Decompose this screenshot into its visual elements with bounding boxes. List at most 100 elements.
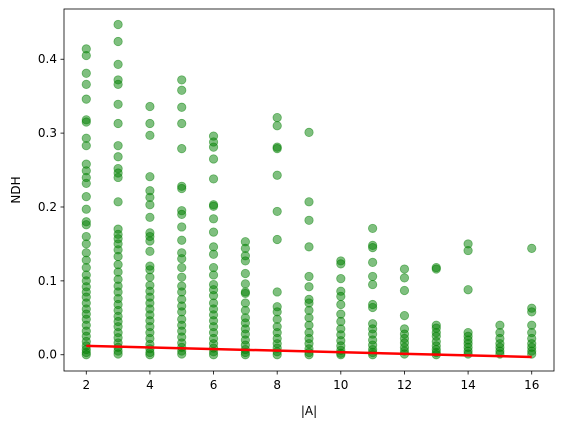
data-point xyxy=(463,245,473,256)
x-tick-label: 4 xyxy=(146,378,154,392)
data-point xyxy=(177,75,187,85)
data-point xyxy=(304,271,314,282)
data-point xyxy=(81,192,91,202)
y-tick-label: 0.3 xyxy=(38,126,57,140)
data-point xyxy=(81,141,91,151)
data-point xyxy=(177,254,187,264)
data-point xyxy=(272,144,282,154)
data-point xyxy=(113,118,123,129)
data-point xyxy=(463,349,473,359)
data-point xyxy=(113,99,123,109)
data-point xyxy=(177,235,187,245)
data-point xyxy=(304,197,314,207)
data-point xyxy=(431,264,441,274)
data-point xyxy=(399,273,410,283)
data-point xyxy=(145,246,155,256)
y-tick-label: 0.0 xyxy=(38,348,57,362)
data-point xyxy=(177,222,187,232)
data-point xyxy=(368,271,378,282)
data-point xyxy=(145,200,155,210)
data-point xyxy=(145,130,155,140)
data-point xyxy=(368,243,378,253)
data-point xyxy=(208,154,219,164)
data-point xyxy=(527,307,537,317)
data-point xyxy=(336,259,346,269)
x-tick-label: 2 xyxy=(82,378,90,392)
data-point xyxy=(81,178,91,188)
data-point xyxy=(368,223,378,234)
data-point xyxy=(399,310,410,321)
x-tick-label: 16 xyxy=(524,378,539,392)
data-point xyxy=(208,227,219,237)
data-point xyxy=(113,141,123,151)
x-tick-label: 6 xyxy=(210,378,218,392)
data-point xyxy=(304,215,314,225)
data-point xyxy=(145,350,155,360)
data-point xyxy=(177,262,187,273)
data-point xyxy=(145,272,155,282)
x-tick-label: 8 xyxy=(273,378,281,392)
data-point xyxy=(177,102,187,112)
data-point xyxy=(81,94,91,104)
data-point xyxy=(272,170,282,180)
data-point xyxy=(272,113,282,123)
data-point xyxy=(81,239,91,249)
data-point xyxy=(113,19,123,30)
data-point xyxy=(240,350,250,360)
data-point xyxy=(368,302,378,313)
data-point xyxy=(399,264,410,274)
plot-area xyxy=(81,19,537,360)
data-point xyxy=(463,285,473,295)
trend-line xyxy=(86,344,532,359)
data-point xyxy=(81,350,91,360)
data-point xyxy=(304,282,314,292)
x-axis-label: |A| xyxy=(301,404,317,418)
data-point xyxy=(81,50,91,61)
data-point xyxy=(399,285,410,296)
data-point xyxy=(177,272,187,282)
data-point xyxy=(272,121,282,131)
data-point xyxy=(208,249,219,259)
data-point xyxy=(272,206,282,217)
data-point xyxy=(336,274,346,284)
data-point xyxy=(240,279,250,289)
data-point xyxy=(81,117,91,127)
data-point xyxy=(208,214,219,224)
data-point xyxy=(177,183,187,194)
data-point xyxy=(208,350,219,360)
plot-frame xyxy=(63,8,555,372)
data-point xyxy=(272,234,282,245)
y-axis-ticks: 0.0 0.1 0.2 0.3 0.4 xyxy=(38,52,64,362)
y-tick-label: 0.4 xyxy=(38,52,57,66)
data-point xyxy=(304,127,314,137)
data-point xyxy=(81,220,91,230)
data-point xyxy=(368,279,378,290)
data-point xyxy=(113,197,123,207)
data-point xyxy=(336,291,346,301)
data-point xyxy=(177,144,187,154)
x-tick-label: 14 xyxy=(460,378,475,392)
data-point xyxy=(177,85,187,95)
data-point xyxy=(113,152,123,162)
x-tick-label: 10 xyxy=(333,378,348,392)
y-axis-label: NDH xyxy=(9,176,23,203)
y-tick-label: 0.1 xyxy=(38,274,57,288)
data-point xyxy=(272,287,282,297)
data-point xyxy=(145,212,155,222)
data-point xyxy=(177,349,187,359)
data-point xyxy=(304,242,314,252)
data-point xyxy=(177,118,187,129)
data-point xyxy=(240,256,250,266)
data-point xyxy=(208,201,219,211)
data-point xyxy=(240,288,250,299)
data-point xyxy=(81,79,91,89)
data-point xyxy=(113,36,123,47)
x-axis-ticks: 2 4 6 8 10 12 14 16 xyxy=(82,371,539,392)
data-point xyxy=(145,118,155,129)
data-point xyxy=(145,101,155,112)
data-point xyxy=(145,236,155,246)
data-point xyxy=(113,251,123,262)
data-point xyxy=(113,349,123,359)
data-point xyxy=(113,172,123,183)
data-point xyxy=(177,209,187,219)
